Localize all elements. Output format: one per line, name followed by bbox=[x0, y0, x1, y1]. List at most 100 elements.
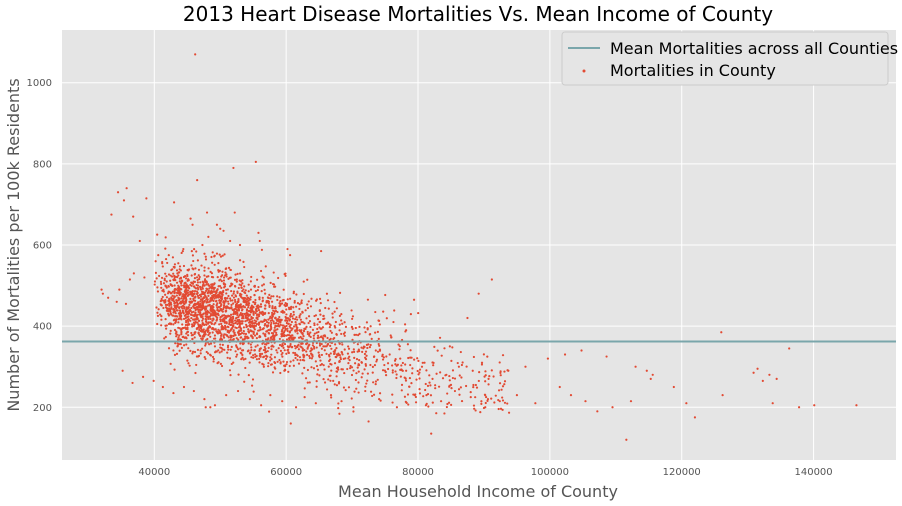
data-point bbox=[252, 354, 255, 357]
data-point bbox=[225, 275, 228, 278]
data-point bbox=[414, 401, 418, 404]
data-point bbox=[195, 276, 199, 279]
data-point bbox=[357, 391, 360, 394]
data-point bbox=[252, 301, 255, 304]
data-point bbox=[235, 337, 238, 340]
data-point bbox=[180, 330, 183, 333]
data-point bbox=[329, 329, 332, 333]
data-point bbox=[376, 330, 379, 333]
data-point bbox=[257, 315, 261, 318]
data-point bbox=[210, 304, 213, 308]
data-point bbox=[301, 310, 304, 313]
data-point bbox=[175, 352, 179, 355]
data-point bbox=[289, 326, 292, 329]
data-point bbox=[459, 350, 462, 354]
data-point bbox=[234, 350, 237, 353]
data-point bbox=[250, 330, 253, 333]
data-point bbox=[294, 330, 297, 333]
data-point bbox=[192, 299, 196, 302]
data-point bbox=[305, 350, 308, 353]
data-point bbox=[234, 300, 237, 303]
data-point bbox=[181, 299, 184, 302]
data-point bbox=[226, 288, 229, 291]
data-point bbox=[217, 270, 220, 273]
data-point bbox=[314, 402, 317, 405]
data-point bbox=[260, 248, 264, 251]
data-point bbox=[218, 298, 221, 302]
data-point bbox=[343, 371, 346, 375]
data-point bbox=[320, 327, 323, 330]
data-point bbox=[229, 268, 232, 271]
data-point bbox=[173, 263, 177, 266]
data-point bbox=[425, 369, 428, 372]
data-point bbox=[316, 327, 319, 331]
data-point bbox=[306, 346, 309, 349]
data-point bbox=[315, 380, 318, 383]
data-point bbox=[341, 368, 344, 371]
data-point bbox=[264, 265, 267, 268]
data-point bbox=[258, 357, 261, 360]
data-point bbox=[262, 355, 266, 358]
data-point bbox=[264, 357, 268, 360]
data-point bbox=[320, 342, 323, 346]
data-point bbox=[256, 344, 259, 347]
data-point bbox=[263, 324, 266, 327]
data-point bbox=[256, 313, 259, 316]
data-point bbox=[172, 319, 175, 322]
data-point bbox=[186, 313, 190, 316]
data-point bbox=[335, 375, 338, 378]
data-point bbox=[173, 310, 177, 313]
data-point bbox=[213, 334, 217, 337]
data-point bbox=[169, 323, 173, 326]
data-point bbox=[165, 307, 168, 310]
data-point bbox=[364, 385, 367, 388]
data-point bbox=[190, 311, 194, 314]
data-point bbox=[296, 332, 299, 335]
data-point bbox=[223, 327, 226, 330]
data-point bbox=[292, 310, 295, 314]
data-point bbox=[391, 393, 394, 396]
data-point bbox=[219, 295, 222, 298]
data-point bbox=[351, 317, 354, 320]
data-point bbox=[241, 320, 244, 323]
data-point bbox=[309, 331, 312, 334]
data-point bbox=[349, 364, 352, 368]
data-point bbox=[246, 312, 249, 315]
data-point bbox=[418, 368, 422, 371]
data-point bbox=[217, 331, 220, 334]
data-point bbox=[344, 325, 348, 328]
data-point bbox=[246, 316, 249, 320]
data-point bbox=[201, 315, 204, 318]
data-point bbox=[305, 343, 308, 346]
data-point bbox=[257, 285, 260, 289]
data-point bbox=[250, 349, 253, 352]
data-point bbox=[241, 322, 244, 325]
data-point bbox=[121, 369, 124, 372]
x-tick-label: 100000 bbox=[531, 467, 569, 478]
data-point bbox=[270, 300, 274, 303]
data-point bbox=[500, 388, 503, 391]
data-point bbox=[274, 324, 277, 328]
data-point bbox=[374, 331, 377, 334]
data-point bbox=[334, 349, 337, 352]
data-point bbox=[314, 360, 317, 363]
data-point bbox=[232, 334, 235, 338]
data-point bbox=[219, 318, 222, 321]
data-point bbox=[203, 266, 206, 269]
data-point bbox=[212, 309, 215, 312]
data-point bbox=[195, 250, 198, 253]
data-point bbox=[327, 307, 330, 310]
data-point bbox=[318, 344, 322, 347]
data-point bbox=[302, 329, 306, 333]
data-point bbox=[466, 316, 469, 320]
data-point bbox=[409, 356, 412, 359]
data-point bbox=[169, 362, 172, 365]
data-point bbox=[164, 335, 167, 339]
data-point bbox=[192, 389, 195, 393]
data-point bbox=[410, 382, 413, 385]
data-point bbox=[354, 362, 357, 365]
data-point bbox=[220, 338, 223, 341]
data-point bbox=[262, 332, 265, 335]
data-point bbox=[493, 401, 496, 404]
data-point bbox=[243, 285, 246, 288]
